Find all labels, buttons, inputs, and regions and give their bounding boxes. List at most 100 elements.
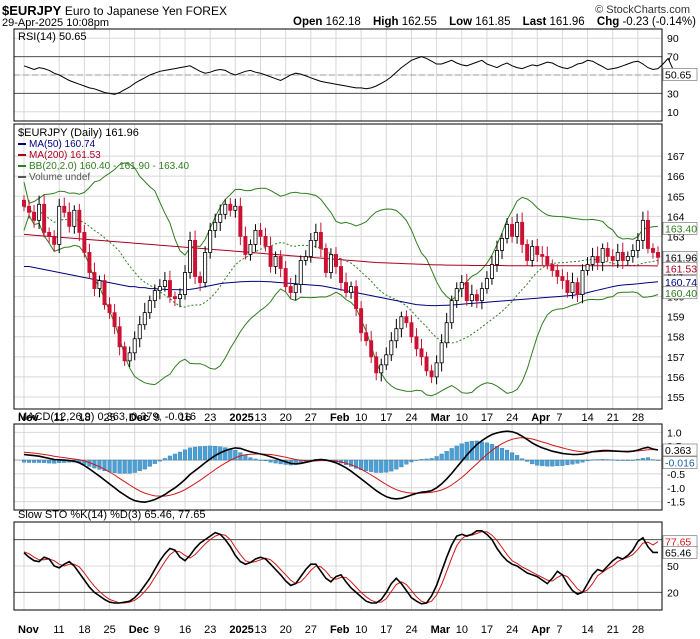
- macd-histogram-bar: [454, 445, 459, 461]
- datetime: 29-Apr-2025 10:08pm: [2, 17, 110, 29]
- macd-histogram-bar: [650, 459, 656, 461]
- xtick-bottom: 10: [456, 624, 468, 636]
- candle-body: [268, 246, 273, 267]
- ohlc-value-chg: -0.23 (-0.14%): [622, 16, 696, 28]
- candle-body: [575, 282, 580, 295]
- macd-histogram-bar: [107, 459, 112, 473]
- candle-body: [333, 254, 338, 267]
- price-last-2-box: [662, 261, 698, 275]
- macd-histogram-bar: [37, 459, 42, 463]
- macd-histogram-bar: [172, 453, 178, 461]
- ohlc-label-last: Last: [522, 16, 550, 28]
- macd-histogram-bar: [132, 459, 137, 473]
- macd-histogram-bar: [233, 449, 238, 461]
- candle-body: [429, 370, 434, 378]
- macd-histogram-bar: [253, 458, 258, 461]
- xtick-bottom: 9: [154, 624, 160, 636]
- macd-histogram-bar: [223, 447, 228, 461]
- candle-body: [545, 256, 550, 265]
- candle-body: [248, 244, 253, 255]
- macd-histogram-bar: [137, 459, 142, 472]
- legend-label: BB(20,2.0) 160.40 - 161.90 - 163.40: [29, 161, 190, 172]
- macd-histogram-bar: [147, 459, 152, 467]
- candle-body: [434, 362, 439, 378]
- candle-body: [142, 312, 147, 326]
- candle-body: [77, 209, 82, 233]
- macd-histogram-bar: [535, 459, 540, 466]
- xtick-price: 17: [380, 412, 392, 424]
- candle-body: [323, 248, 328, 273]
- xtick-bottom: 16: [179, 624, 191, 636]
- macd-last-0: 0.363: [665, 445, 691, 457]
- ytick-rsi: 90: [667, 33, 679, 45]
- candle-body: [97, 280, 102, 289]
- sto-last-0: 77.65: [665, 537, 691, 549]
- bb-lower-line: [23, 214, 659, 397]
- xtick-price: 7: [556, 412, 562, 424]
- macd-histogram-bar: [152, 459, 157, 464]
- ohlc-readout: Open 162.18 High 162.55 Low 161.85 Last …: [293, 16, 700, 28]
- macd-last-1-box: [662, 456, 698, 469]
- panel-frames: [13, 28, 663, 611]
- symbol-title: $EURJPY Euro to Japanese Yen FOREX: [2, 3, 227, 18]
- macd-histogram-bar: [510, 452, 515, 461]
- macd-histogram-bar: [550, 459, 555, 467]
- symbol-name: Euro to Japanese Yen FOREX: [64, 4, 227, 18]
- macd-histogram-bar: [198, 446, 203, 461]
- candle-body: [489, 264, 494, 279]
- macd-histogram-bar: [32, 459, 37, 463]
- candle-body: [515, 221, 520, 237]
- candle-body: [595, 256, 600, 263]
- price-last-0: 163.40: [665, 223, 697, 235]
- ohlc-value-last: 161.96: [549, 16, 588, 28]
- ohlc-value-open: 162.18: [325, 16, 364, 28]
- candle-body: [399, 316, 404, 330]
- candle-body: [32, 211, 37, 221]
- sto-k-line: [23, 529, 658, 605]
- candle-body: [57, 205, 62, 245]
- candle-body: [510, 223, 515, 237]
- macd-histogram-bar: [409, 459, 414, 463]
- candle-body: [535, 246, 540, 255]
- macd-histogram-bar: [157, 459, 162, 462]
- xtick-bottom: Apr: [531, 624, 551, 636]
- price-last-0-box: [662, 222, 698, 235]
- xtick-bottom: 23: [204, 624, 216, 636]
- ytick-price: 156: [667, 372, 685, 384]
- rsi-last: 50.65: [665, 69, 691, 81]
- candle-body: [253, 229, 258, 245]
- candle-body: [620, 252, 625, 261]
- macd-histogram-bar: [595, 459, 600, 461]
- xtick-price: 24: [405, 412, 417, 424]
- macd-histogram-bar: [439, 453, 444, 461]
- candle-body: [188, 240, 193, 273]
- candle-body: [610, 256, 615, 261]
- candle-body: [364, 332, 369, 342]
- candle-body: [233, 205, 238, 211]
- macd-histogram-bar: [47, 459, 52, 464]
- macd-histogram-bar: [489, 444, 495, 461]
- candle-body: [87, 252, 92, 273]
- macd-histogram-bar: [399, 459, 404, 468]
- macd-histogram-bar: [540, 459, 545, 467]
- macd-histogram-bar: [424, 458, 429, 461]
- ohlc-label-high: High: [372, 16, 402, 28]
- xtick-bottom: 2025: [229, 624, 253, 636]
- macd-histogram-bar: [248, 457, 253, 461]
- candle-body: [203, 252, 208, 283]
- macd-histogram-bar: [590, 459, 595, 461]
- candle-body: [52, 235, 57, 245]
- candle-body: [525, 244, 530, 261]
- candle-body: [213, 221, 218, 231]
- macd-line: [23, 430, 659, 504]
- rsi-last-box: [662, 68, 698, 81]
- ytick-price: 166: [667, 171, 685, 183]
- candle-body: [67, 211, 72, 227]
- legend-label: MA(50) 160.74: [29, 139, 96, 150]
- macd-histogram-bar: [530, 459, 535, 465]
- xtick-bottom: 20: [280, 624, 292, 636]
- ytick-price: 167: [667, 151, 685, 163]
- price-last-4-box: [662, 286, 698, 300]
- candle-body: [484, 278, 489, 289]
- macd-histogram-bar: [349, 459, 354, 467]
